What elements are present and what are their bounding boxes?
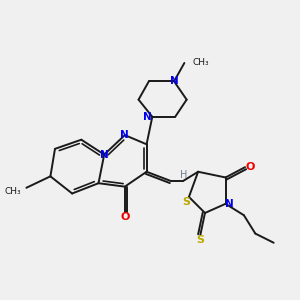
Text: N: N: [100, 150, 109, 160]
Text: CH₃: CH₃: [4, 187, 21, 196]
Text: O: O: [245, 162, 255, 172]
Text: N: N: [170, 76, 178, 86]
Text: N: N: [225, 199, 234, 209]
Text: S: S: [183, 196, 191, 206]
Text: N: N: [121, 130, 129, 140]
Text: S: S: [196, 235, 204, 245]
Text: H: H: [179, 169, 187, 179]
Text: O: O: [120, 212, 130, 222]
Text: CH₃: CH₃: [192, 58, 209, 68]
Text: N: N: [143, 112, 152, 122]
